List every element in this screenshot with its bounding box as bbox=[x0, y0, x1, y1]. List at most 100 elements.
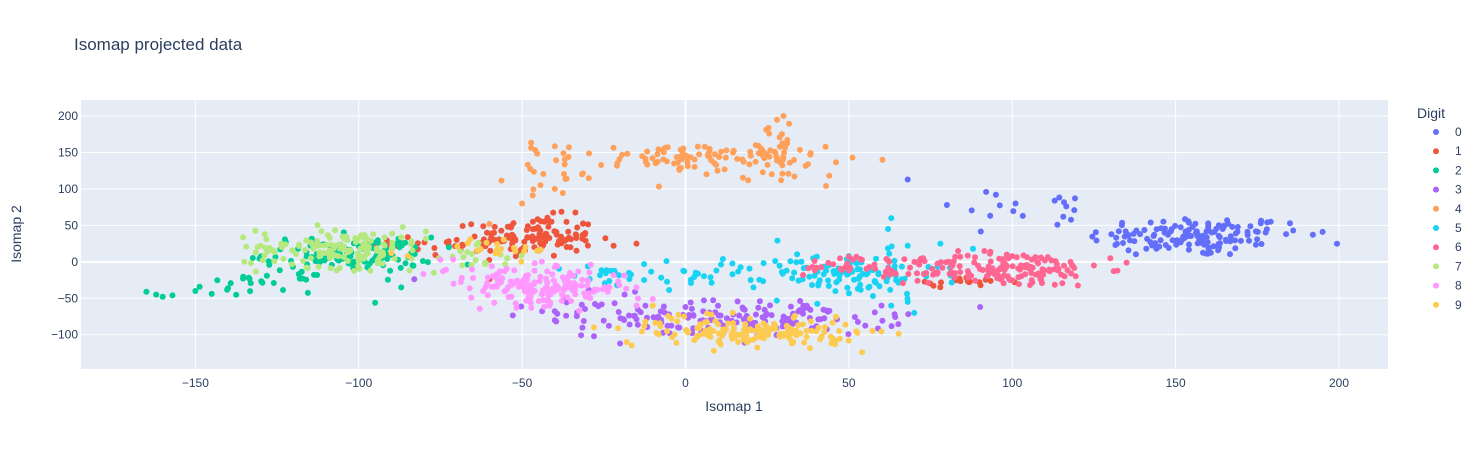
data-point-digit-8 bbox=[523, 297, 530, 304]
x-tick-label: 50 bbox=[842, 376, 856, 390]
legend-item-4[interactable]: 4 bbox=[1433, 202, 1462, 216]
data-point-digit-1 bbox=[558, 208, 565, 215]
legend-item-8[interactable]: 8 bbox=[1433, 279, 1462, 293]
data-point-digit-9 bbox=[404, 253, 411, 259]
data-point-digit-6 bbox=[987, 248, 994, 255]
data-point-digit-2 bbox=[258, 278, 265, 285]
data-point-digit-6 bbox=[837, 265, 844, 272]
data-point-digit-9 bbox=[628, 342, 635, 349]
data-point-digit-9 bbox=[801, 339, 808, 346]
data-point-digit-1 bbox=[551, 228, 558, 235]
data-point-digit-1 bbox=[584, 242, 591, 249]
data-point-digit-0 bbox=[1162, 242, 1169, 248]
data-point-digit-7 bbox=[365, 245, 372, 252]
data-point-digit-6 bbox=[972, 254, 978, 261]
data-point-digit-4 bbox=[528, 144, 535, 151]
data-point-digit-9 bbox=[842, 321, 849, 328]
data-point-digit-9 bbox=[895, 330, 902, 337]
data-point-digit-7 bbox=[293, 251, 300, 257]
data-point-digit-0 bbox=[1319, 228, 1326, 235]
legend-marker bbox=[1433, 205, 1439, 212]
data-point-digit-5 bbox=[789, 275, 796, 282]
data-point-digit-2 bbox=[276, 267, 283, 274]
data-point-digit-8 bbox=[531, 260, 538, 267]
data-point-digit-3 bbox=[740, 316, 747, 323]
data-point-digit-0 bbox=[1060, 213, 1067, 220]
data-point-digit-5 bbox=[746, 265, 753, 272]
legend-label: 7 bbox=[1455, 259, 1462, 273]
data-point-digit-9 bbox=[708, 311, 715, 318]
data-point-digit-4 bbox=[527, 165, 534, 172]
data-point-digit-4 bbox=[718, 148, 725, 155]
data-point-digit-5 bbox=[904, 298, 911, 305]
legend[interactable]: Digit 0 1 2 3 4 5 6 7 8 9 bbox=[1417, 105, 1462, 312]
data-point-digit-2 bbox=[208, 290, 215, 297]
data-point-digit-6 bbox=[1015, 281, 1022, 288]
legend-item-1[interactable]: 1 bbox=[1433, 144, 1462, 158]
data-point-digit-6 bbox=[1029, 279, 1036, 286]
data-point-digit-0 bbox=[1012, 200, 1019, 207]
data-point-digit-0 bbox=[1258, 217, 1265, 224]
legend-item-9[interactable]: 9 bbox=[1433, 298, 1462, 312]
data-point-digit-3 bbox=[688, 305, 695, 312]
data-point-digit-0 bbox=[1290, 227, 1297, 234]
data-point-digit-3 bbox=[580, 318, 587, 324]
data-point-digit-9 bbox=[500, 236, 507, 243]
data-point-digit-6 bbox=[957, 253, 964, 260]
data-point-digit-3 bbox=[626, 312, 632, 319]
data-point-digit-3 bbox=[539, 308, 546, 315]
data-point-digit-9 bbox=[675, 311, 682, 318]
data-point-digit-1 bbox=[504, 223, 511, 230]
data-point-digit-2 bbox=[424, 259, 431, 266]
data-point-digit-9 bbox=[749, 327, 756, 334]
data-point-digit-6 bbox=[830, 261, 837, 268]
data-point-digit-4 bbox=[781, 149, 788, 156]
data-point-digit-5 bbox=[658, 274, 665, 281]
data-point-digit-8 bbox=[480, 288, 487, 294]
data-point-digit-6 bbox=[1054, 267, 1061, 274]
data-point-digit-3 bbox=[826, 307, 833, 314]
data-point-digit-9 bbox=[464, 240, 471, 247]
data-point-digit-6 bbox=[818, 264, 825, 271]
data-point-digit-7 bbox=[321, 242, 328, 249]
x-axis-title: Isomap 1 bbox=[705, 398, 763, 414]
data-point-digit-8 bbox=[528, 304, 535, 311]
data-point-digit-1 bbox=[453, 236, 460, 243]
data-point-digit-7 bbox=[472, 256, 479, 263]
data-point-digit-6 bbox=[1038, 255, 1045, 262]
data-point-digit-9 bbox=[854, 329, 861, 336]
legend-item-5[interactable]: 5 bbox=[1433, 221, 1462, 235]
data-point-digit-6 bbox=[929, 265, 936, 272]
data-point-digit-4 bbox=[761, 155, 768, 162]
x-tick-label: −50 bbox=[512, 376, 533, 390]
data-point-digit-1 bbox=[534, 216, 541, 223]
data-point-digit-5 bbox=[865, 284, 872, 291]
data-point-digit-3 bbox=[690, 312, 697, 318]
data-point-digit-6 bbox=[1026, 265, 1033, 272]
data-point-digit-7 bbox=[379, 260, 386, 267]
legend-item-3[interactable]: 3 bbox=[1433, 183, 1462, 197]
legend-item-7[interactable]: 7 bbox=[1433, 259, 1462, 273]
data-point-digit-8 bbox=[552, 262, 559, 269]
data-point-digit-3 bbox=[752, 311, 759, 318]
data-point-digit-6 bbox=[998, 274, 1005, 281]
data-point-digit-6 bbox=[811, 258, 818, 264]
data-point-digit-9 bbox=[808, 327, 815, 334]
legend-item-2[interactable]: 2 bbox=[1433, 163, 1462, 177]
data-point-digit-6 bbox=[971, 259, 978, 266]
data-point-digit-0 bbox=[1061, 199, 1067, 206]
data-point-digit-0 bbox=[1254, 228, 1261, 235]
data-point-digit-5 bbox=[793, 259, 800, 266]
legend-item-0[interactable]: 0 bbox=[1433, 125, 1462, 139]
data-point-digit-6 bbox=[923, 270, 930, 276]
data-point-digit-4 bbox=[691, 163, 698, 170]
legend-item-6[interactable]: 6 bbox=[1433, 240, 1462, 254]
data-point-digit-0 bbox=[1177, 224, 1184, 231]
data-point-digit-8 bbox=[484, 292, 491, 299]
data-point-digit-3 bbox=[767, 302, 773, 309]
data-point-digit-3 bbox=[595, 303, 602, 310]
data-point-digit-9 bbox=[821, 329, 828, 336]
data-point-digit-8 bbox=[443, 266, 449, 273]
data-point-digit-4 bbox=[764, 161, 771, 168]
